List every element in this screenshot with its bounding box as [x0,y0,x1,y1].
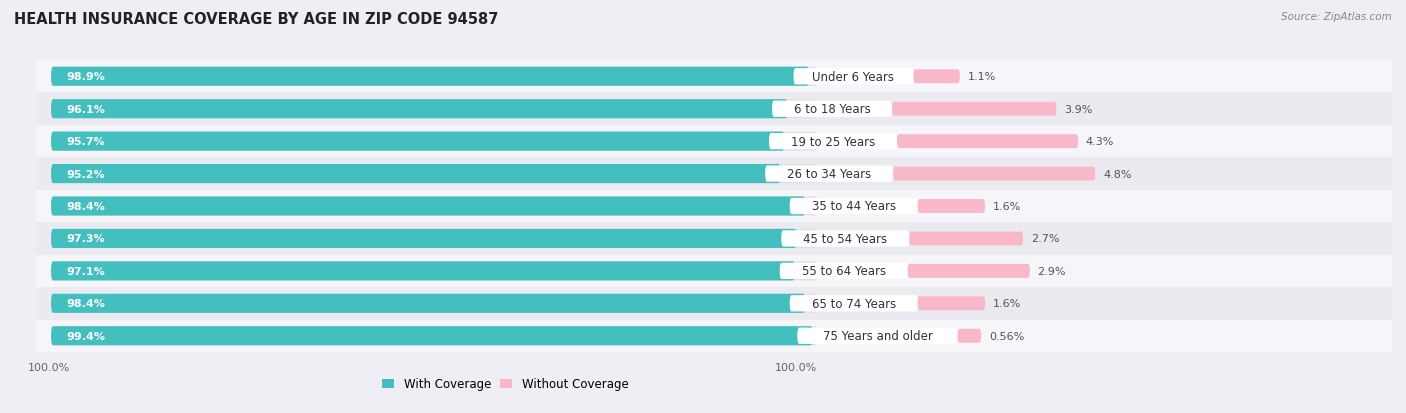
Text: 96.1%: 96.1% [66,104,105,114]
FancyBboxPatch shape [51,165,817,184]
Text: 95.2%: 95.2% [66,169,105,179]
FancyBboxPatch shape [772,101,891,118]
FancyBboxPatch shape [910,232,1024,246]
Text: 98.4%: 98.4% [66,202,105,211]
Text: 100.0%: 100.0% [28,363,70,373]
Text: 2.9%: 2.9% [1038,266,1066,276]
FancyBboxPatch shape [891,102,1056,116]
FancyBboxPatch shape [51,165,780,184]
Text: 98.9%: 98.9% [66,72,105,82]
FancyBboxPatch shape [797,328,957,344]
Text: 3.9%: 3.9% [1064,104,1092,114]
Bar [35,320,1406,352]
Text: 1.1%: 1.1% [967,72,995,82]
Text: Source: ZipAtlas.com: Source: ZipAtlas.com [1281,12,1392,22]
FancyBboxPatch shape [790,198,918,215]
Text: 98.4%: 98.4% [66,299,105,309]
Text: 95.7%: 95.7% [66,137,105,147]
FancyBboxPatch shape [51,100,787,119]
Text: 55 to 64 Years: 55 to 64 Years [801,265,886,278]
FancyBboxPatch shape [769,134,897,150]
Bar [35,190,1406,223]
FancyBboxPatch shape [51,262,817,281]
FancyBboxPatch shape [914,70,960,84]
Text: 4.8%: 4.8% [1104,169,1132,179]
FancyBboxPatch shape [51,326,813,346]
FancyBboxPatch shape [51,229,797,248]
Text: 19 to 25 Years: 19 to 25 Years [792,135,875,148]
Text: 2.7%: 2.7% [1031,234,1059,244]
Bar [35,126,1406,158]
Text: 65 to 74 Years: 65 to 74 Years [811,297,896,310]
Bar [35,61,1406,93]
Bar [35,255,1406,287]
FancyBboxPatch shape [918,199,986,214]
Text: 1.6%: 1.6% [993,299,1021,309]
FancyBboxPatch shape [765,166,893,182]
Text: 26 to 34 Years: 26 to 34 Years [787,168,872,180]
Text: HEALTH INSURANCE COVERAGE BY AGE IN ZIP CODE 94587: HEALTH INSURANCE COVERAGE BY AGE IN ZIP … [14,12,499,27]
FancyBboxPatch shape [957,329,981,343]
Bar [35,158,1406,190]
Bar [35,287,1406,320]
FancyBboxPatch shape [51,67,817,87]
FancyBboxPatch shape [51,229,817,248]
Text: 99.4%: 99.4% [66,331,105,341]
FancyBboxPatch shape [51,132,817,151]
FancyBboxPatch shape [790,295,918,312]
FancyBboxPatch shape [51,100,817,119]
Text: 1.6%: 1.6% [993,202,1021,211]
Text: 45 to 54 Years: 45 to 54 Years [803,233,887,245]
FancyBboxPatch shape [51,294,817,313]
Text: 100.0%: 100.0% [775,363,817,373]
Text: 75 Years and older: 75 Years and older [823,330,932,342]
Text: 35 to 44 Years: 35 to 44 Years [811,200,896,213]
Text: 6 to 18 Years: 6 to 18 Years [793,103,870,116]
FancyBboxPatch shape [918,297,986,311]
Bar [35,93,1406,126]
FancyBboxPatch shape [51,132,785,151]
FancyBboxPatch shape [782,231,910,247]
FancyBboxPatch shape [51,67,808,87]
Text: Under 6 Years: Under 6 Years [813,71,894,83]
Legend: With Coverage, Without Coverage: With Coverage, Without Coverage [378,373,633,395]
FancyBboxPatch shape [908,264,1031,278]
FancyBboxPatch shape [780,263,908,279]
FancyBboxPatch shape [51,294,806,313]
Text: 0.56%: 0.56% [988,331,1024,341]
FancyBboxPatch shape [51,262,796,281]
FancyBboxPatch shape [897,135,1078,149]
FancyBboxPatch shape [793,69,914,85]
FancyBboxPatch shape [51,197,817,216]
FancyBboxPatch shape [893,167,1095,181]
Text: 97.1%: 97.1% [66,266,105,276]
Text: 97.3%: 97.3% [66,234,105,244]
Text: 4.3%: 4.3% [1085,137,1114,147]
Bar [35,223,1406,255]
FancyBboxPatch shape [51,326,817,346]
FancyBboxPatch shape [51,197,806,216]
